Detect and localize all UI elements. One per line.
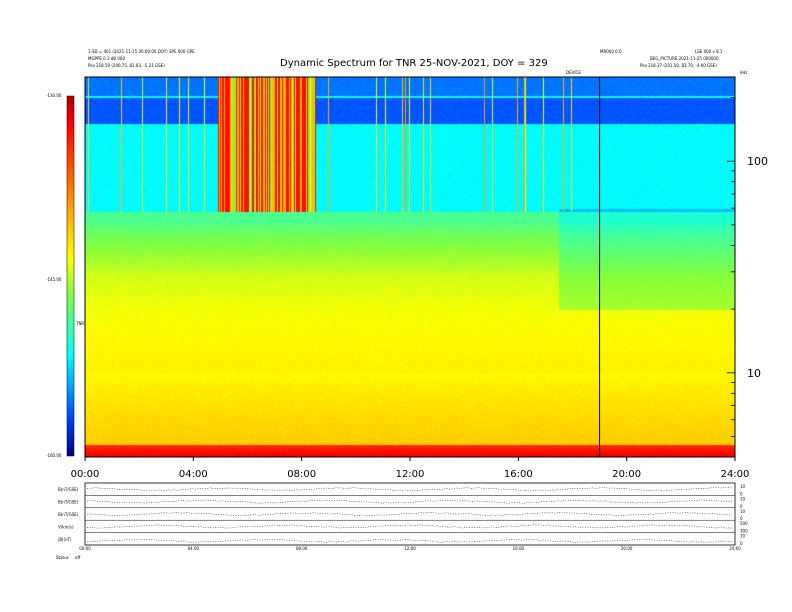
x-tick-label: 00:00 bbox=[71, 469, 100, 480]
chart-title: Dynamic Spectrum for TNR 25-NOV-2021, DO… bbox=[280, 58, 548, 69]
header-right-line4: Pos 218.37 (201.50, 83.70, -4.60 GSE) bbox=[640, 63, 717, 68]
x-tick-label: 12:00 bbox=[396, 469, 425, 480]
bottom-row-label: |B|(nT) bbox=[58, 537, 72, 542]
header-left-line3: Pos 218.59 (200.75, 81.03, -5.21 GSE) bbox=[88, 63, 165, 68]
bottom-x-tick-label: 12:00 bbox=[404, 546, 416, 551]
bottom-row-label: B(nT/GSE) bbox=[58, 487, 79, 492]
spectrogram-heatmap bbox=[85, 77, 735, 457]
freq-unit-label: kHz bbox=[740, 70, 748, 75]
colorbar-tick-mid: -145.00 bbox=[46, 277, 62, 282]
bottom-row-right-tick: 10 bbox=[740, 534, 746, 539]
x-tick-label: 24:00 bbox=[721, 469, 750, 480]
bottom-row-right-tick: 10 bbox=[740, 484, 746, 489]
x-tick-label: 16:00 bbox=[504, 469, 533, 480]
bottom-row-right-tick: 0 bbox=[740, 491, 743, 496]
bottom-row-right-tick: 0 bbox=[740, 516, 743, 521]
bottom-row-right-tick: 0 bbox=[740, 504, 743, 509]
y-tick-label: 10 bbox=[747, 367, 761, 380]
colorbar-tick-top: -130.00 bbox=[46, 93, 62, 98]
bottom-row-trace bbox=[87, 524, 732, 529]
bottom-x-tick-label: 04:00 bbox=[188, 546, 200, 551]
bottom-row-label: V(km/s) bbox=[58, 524, 74, 529]
bottom-row-trace bbox=[86, 538, 733, 543]
bottom-row-right-tick: 300 bbox=[740, 529, 748, 534]
bottom-row-trace bbox=[86, 487, 733, 492]
bottom-row-right-tick: 500 bbox=[740, 521, 748, 526]
bottom-row-label: B(nT/GSE) bbox=[58, 500, 79, 505]
bottom-frame bbox=[84, 482, 736, 546]
x-tick-label: 04:00 bbox=[179, 469, 208, 480]
bottom-row-label: B(nT/GSE) bbox=[58, 512, 79, 517]
x-tick-label: 08:00 bbox=[287, 469, 316, 480]
bottom-x-tick-label: 08:00 bbox=[296, 546, 308, 551]
header-left-line1: 1-SD = 401 (2021-11-25 00:00:00 DOY) SPE… bbox=[88, 49, 195, 54]
header-left-line2: MGPPE 0.3 dB 000 bbox=[88, 56, 125, 61]
header-right-line1: MR000 0.0 bbox=[600, 49, 622, 54]
header-right-line3: BEG_PICTURE 2021-11-25 000000 bbox=[650, 56, 719, 61]
colorbar-tick-bottom: -160.00 bbox=[46, 453, 62, 458]
x-tick-label: 20:00 bbox=[612, 469, 641, 480]
status-value: off bbox=[75, 555, 81, 560]
bottom-x-tick-label: 00:00 bbox=[79, 546, 91, 551]
y-tick-label: 100 bbox=[747, 155, 768, 168]
bottom-row-right-tick: 10 bbox=[740, 509, 746, 514]
bottom-row-trace bbox=[86, 512, 733, 516]
header-right-line2: LSE 000 v 8.1 bbox=[695, 49, 723, 54]
bottom-row-trace bbox=[86, 499, 733, 504]
status-label: Status bbox=[56, 555, 69, 560]
bottom-x-tick-label: 16:00 bbox=[513, 546, 525, 551]
bottom-row-right-tick: 0 bbox=[740, 541, 743, 546]
bottom-x-tick-label: 24:00 bbox=[729, 546, 741, 551]
colorbar-label: TNR bbox=[76, 321, 85, 326]
bottom-row-right-tick: 10 bbox=[740, 496, 746, 501]
marker-label: DEVICE bbox=[566, 70, 581, 75]
bottom-x-tick-label: 20:00 bbox=[621, 546, 633, 551]
